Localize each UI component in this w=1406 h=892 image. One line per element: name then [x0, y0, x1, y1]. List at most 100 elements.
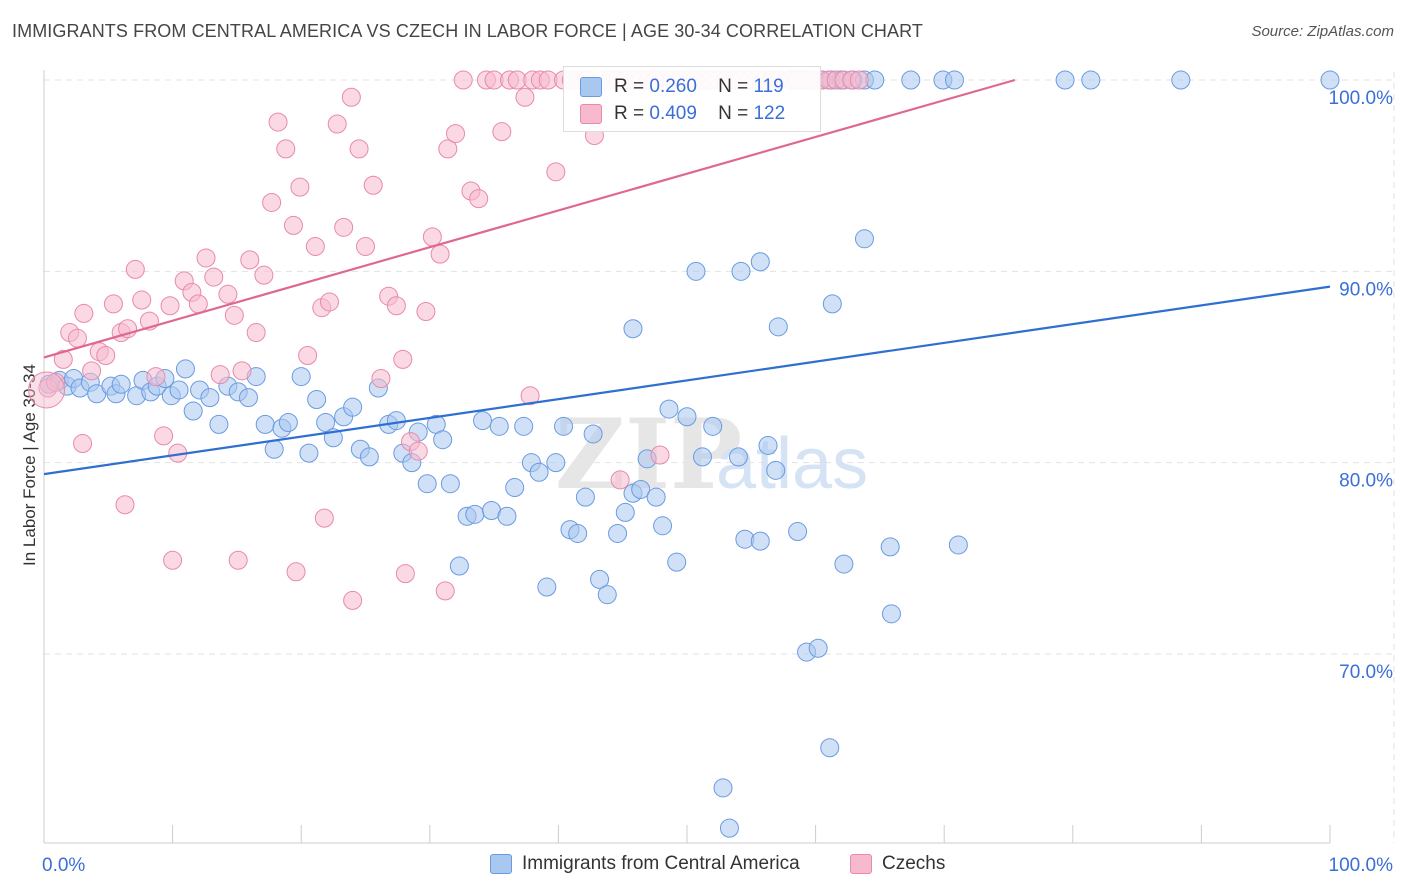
czechs-point	[515, 87, 535, 107]
central-america-point	[316, 412, 336, 432]
axes	[43, 70, 1331, 844]
czechs-point	[154, 426, 174, 446]
central-america-point	[659, 399, 679, 419]
central-america-point	[200, 388, 220, 408]
czechs-point	[341, 87, 361, 107]
czechs-point	[286, 562, 306, 582]
y-tick-label: 80.0%	[1339, 471, 1393, 492]
czechs-point	[103, 294, 123, 314]
central-america-point	[278, 412, 298, 432]
central-america-point	[505, 478, 525, 498]
central-america-point	[677, 407, 697, 427]
central-america-point	[854, 229, 874, 249]
x-tick-label-max: 100.0%	[1329, 855, 1394, 876]
y-tick-labels: 70.0% 80.0% 90.0% 100.0%	[1329, 88, 1394, 683]
central-america-point	[489, 416, 509, 436]
central-america-point	[473, 411, 493, 431]
czechs-point	[132, 290, 152, 310]
source-label: Source: ZipAtlas.com	[1251, 23, 1394, 40]
czechs-point	[82, 361, 102, 381]
legend-row-czechs: R = 0.409 N = 122	[580, 102, 785, 126]
trend-lines	[43, 78, 1331, 476]
central-america-point	[758, 435, 778, 455]
central-america-point	[623, 319, 643, 339]
bottom-legend-label-central-america: Immigrants from Central America	[522, 853, 800, 874]
czechs-point	[228, 550, 248, 570]
central-america-point	[615, 502, 635, 522]
czechs-point	[371, 368, 391, 388]
central-america-point	[111, 374, 131, 394]
czechs-point	[210, 365, 230, 385]
czechs-point	[283, 215, 303, 235]
central-america-point	[529, 462, 549, 482]
legend-r-value: 0.260	[649, 76, 697, 97]
czechs-point	[446, 124, 466, 144]
czechs-point	[435, 581, 455, 601]
czechs-point	[408, 441, 428, 461]
czechs-point	[416, 302, 436, 322]
central-america-point	[554, 416, 574, 436]
central-america-point	[359, 447, 379, 467]
czechs-point	[240, 250, 260, 270]
central-america-point	[433, 430, 453, 450]
czechs-point	[343, 590, 363, 610]
czechs-point	[262, 192, 282, 212]
legend-box: R = 0.260 N = 119 R = 0.409 N = 122	[563, 66, 821, 132]
czechs-point	[520, 386, 540, 406]
legend-r-label: R =	[614, 76, 645, 97]
central-america-point	[719, 818, 739, 838]
bottom-legend-czechs: Czechs	[850, 851, 945, 877]
central-america-point	[667, 552, 687, 572]
central-america-point	[820, 738, 840, 758]
czechs-point	[438, 139, 458, 159]
central-america-point	[766, 460, 786, 480]
central-america-point	[880, 537, 900, 557]
central-america-point	[291, 367, 311, 387]
central-america-point	[238, 388, 258, 408]
central-america-point	[646, 487, 666, 507]
czechs-point	[290, 177, 310, 197]
czechs-point	[363, 175, 383, 195]
central-america-point	[417, 474, 437, 494]
czechs-point	[610, 470, 630, 490]
czechs-point	[305, 236, 325, 256]
trend-line-central-america	[43, 285, 1331, 476]
central-america-point	[386, 411, 406, 431]
central-america-point	[881, 604, 901, 624]
czechs-point	[314, 508, 334, 528]
series-czechs-points	[38, 70, 869, 610]
bottom-legend-swatch-czechs	[850, 854, 872, 874]
central-america-point	[546, 453, 566, 473]
central-america-point	[901, 70, 921, 90]
czechs-point	[422, 227, 442, 247]
central-america-point	[590, 569, 610, 589]
czechs-point	[849, 70, 869, 90]
central-america-point	[597, 585, 617, 605]
legend-swatch-central-america	[580, 77, 602, 97]
legend-row-central-america: R = 0.260 N = 119	[580, 75, 784, 99]
central-america-point	[440, 474, 460, 494]
czechs-point	[453, 70, 473, 90]
y-tick-label: 100.0%	[1329, 88, 1394, 109]
bottom-legend-swatch-central-america	[490, 854, 512, 874]
czechs-point	[204, 267, 224, 287]
central-america-point	[209, 414, 229, 434]
czechs-point	[246, 323, 266, 343]
legend-r-label: R =	[614, 103, 645, 124]
czechs-point	[349, 139, 369, 159]
czechs-point	[395, 564, 415, 584]
legend-r-value: 0.409	[649, 103, 697, 124]
central-america-point	[1081, 70, 1101, 90]
czechs-point	[327, 114, 347, 134]
central-america-point	[703, 416, 723, 436]
central-america-point	[944, 70, 964, 90]
central-america-point	[834, 554, 854, 574]
central-america-point	[713, 778, 733, 798]
czechs-point-large	[28, 371, 66, 409]
czechs-point	[492, 122, 512, 142]
czechs-point	[469, 189, 489, 209]
central-america-point	[768, 317, 788, 337]
czechs-point	[298, 346, 318, 366]
y-tick-label: 90.0%	[1339, 279, 1393, 300]
legend-n-label: N =	[718, 103, 749, 124]
